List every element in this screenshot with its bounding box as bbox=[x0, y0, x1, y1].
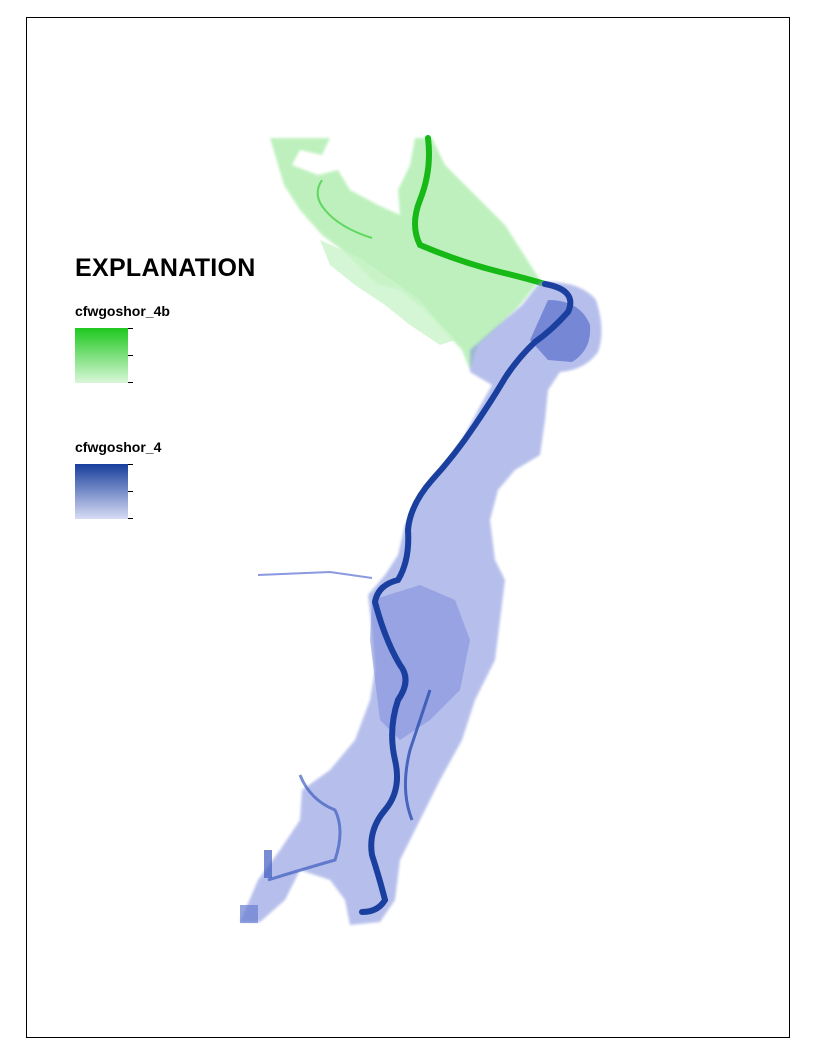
blue-west-channel bbox=[267, 774, 342, 882]
legend-ticks-4 bbox=[128, 464, 134, 519]
layer-cfwgoshor-4 bbox=[240, 281, 602, 925]
blue-blob-2 bbox=[240, 905, 258, 923]
green-floodplain bbox=[270, 138, 540, 370]
legend-ticks-4b bbox=[128, 328, 134, 383]
green-channel bbox=[412, 135, 548, 287]
green-floodplain-light bbox=[320, 240, 455, 345]
legend-layer-name-4b: cfwgoshor_4b bbox=[75, 303, 170, 319]
blue-side-branch bbox=[257, 570, 373, 579]
map-frame bbox=[26, 17, 790, 1038]
legend-ramp-4 bbox=[75, 464, 128, 519]
blue-blob bbox=[264, 850, 272, 878]
blue-secondary-channel bbox=[403, 689, 432, 821]
legend-layer-name-4: cfwgoshor_4 bbox=[75, 439, 162, 455]
blue-main-channel bbox=[359, 281, 574, 915]
legend-title: EXPLANATION bbox=[75, 254, 256, 282]
layer-cfwgoshor-4b bbox=[270, 135, 548, 370]
green-tributary bbox=[316, 179, 373, 239]
blue-floodplain-inner bbox=[530, 300, 591, 362]
legend-ramp-4b bbox=[75, 328, 128, 383]
